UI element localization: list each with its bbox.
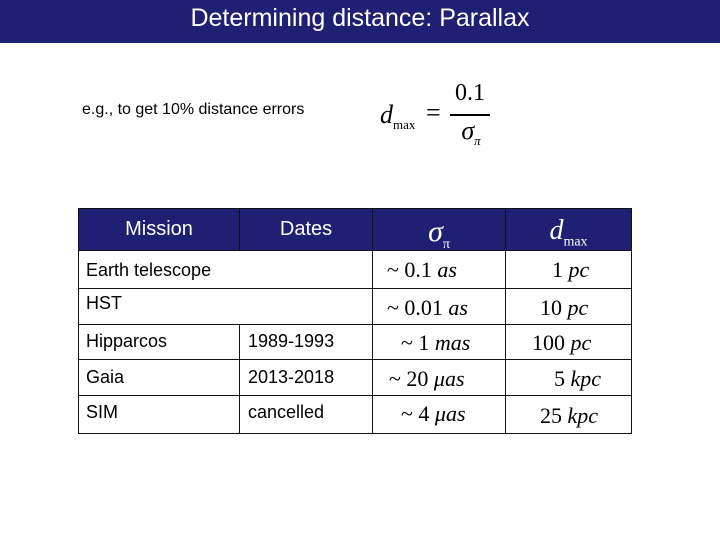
header-sigma: σπ (373, 215, 505, 253)
header-mission-cell: Mission (78, 208, 240, 251)
row4-dmax-cell: 5 kpc (505, 359, 632, 396)
row4-dmax-value: 5 (554, 366, 565, 391)
row3-sigma: ~ 1 mas (401, 330, 470, 356)
row2-dmax-unit: pc (567, 295, 589, 320)
row3-dmax: 100 pc (532, 330, 591, 356)
row5-dmax-value: 25 (540, 403, 562, 428)
note-text: e.g., to get 10% distance errors (82, 101, 305, 118)
row3-sigma-cell: ~ 1 mas (372, 324, 506, 360)
row5-sigma-cell: ~ 4 μas (372, 395, 506, 434)
formula-numerator: 0.1 (455, 80, 485, 106)
row5-dates: cancelled (248, 402, 325, 422)
row4-mission-cell: Gaia (78, 359, 240, 396)
row1-dmax-unit: pc (568, 257, 590, 282)
header-mission: Mission (125, 218, 193, 240)
row2-mission: HST (86, 293, 122, 313)
row3-sigma-unit: mas (434, 330, 471, 355)
header-dates-cell: Dates (239, 208, 373, 251)
header-dmax-cell: dmax (505, 208, 632, 251)
header-dates: Dates (279, 218, 333, 240)
header-dmax: dmax (506, 215, 631, 251)
row5-dates-cell: cancelled (239, 395, 373, 434)
row4-dmax: 5 kpc (554, 366, 601, 392)
row1-sigma: ~ 0.1 as (387, 257, 457, 283)
formula-denominator: σπ (450, 116, 492, 149)
row4-dates: 2013-2018 (248, 367, 335, 387)
slide-title: Determining distance: Parallax (190, 4, 530, 32)
title-bar (0, 0, 720, 43)
row4-sigma-cell: ~ 20 μas (372, 359, 506, 396)
row1-label-cell: Earth telescope (78, 250, 373, 289)
row1-dmax: 1 pc (552, 257, 589, 283)
formula-denominator-symbol: σ (461, 116, 475, 145)
header-dmax-symbol: d (549, 215, 564, 246)
row4-sigma-value: ~ 20 (389, 366, 429, 391)
header-sigma-cell: σπ (372, 208, 506, 253)
row2-sigma: ~ 0.01 as (387, 295, 468, 321)
row2-sigma-unit: as (448, 295, 468, 320)
header-sigma-subscript: π (442, 237, 450, 252)
formula-fraction-bar (450, 114, 490, 116)
row3-dmax-cell: 100 pc (505, 324, 632, 360)
row4-mission: Gaia (86, 367, 125, 387)
row2-dmax-value: 10 (540, 295, 562, 320)
row5-dmax-unit: kpc (567, 403, 599, 428)
row4-sigma-unit: μas (433, 366, 465, 391)
row5-mission: SIM (86, 402, 119, 422)
row2-dmax: 10 pc (540, 295, 588, 321)
row1-sigma-cell: ~ 0.1 as (372, 250, 506, 289)
header-dmax-subscript: max (563, 234, 588, 250)
formula-lhs-subscript: max (393, 117, 416, 133)
missions-table: Mission Dates σπ dmax Earth telescope ~ … (78, 208, 632, 434)
row5-dmax: 25 kpc (540, 403, 598, 429)
row5-mission-cell: SIM (78, 395, 240, 434)
row5-dmax-cell: 25 kpc (505, 395, 632, 434)
row2-dmax-cell: 10 pc (505, 288, 632, 325)
row4-sigma: ~ 20 μas (389, 366, 465, 392)
row5-sigma-unit: μas (434, 401, 466, 426)
row4-dates-cell: 2013-2018 (239, 359, 373, 396)
formula-lhs: dmax (380, 100, 415, 133)
row1-mission: Earth telescope (86, 260, 212, 280)
row2-sigma-value: ~ 0.01 (387, 295, 443, 320)
row1-sigma-unit: as (437, 257, 457, 282)
row3-dates: 1989-1993 (248, 331, 335, 351)
row3-sigma-value: ~ 1 (401, 330, 430, 355)
header-sigma-symbol: σ (428, 215, 443, 248)
formula-denominator-subscript: π (474, 133, 481, 149)
row5-sigma: ~ 4 μas (401, 401, 466, 427)
row2-sigma-cell: ~ 0.01 as (372, 288, 506, 325)
row3-dates-cell: 1989-1993 (239, 324, 373, 360)
row3-dmax-unit: pc (570, 330, 592, 355)
formula-equals: = (426, 98, 441, 127)
row3-mission-cell: Hipparcos (78, 324, 240, 360)
row4-dmax-unit: kpc (570, 366, 602, 391)
row1-dmax-cell: 1 pc (505, 250, 632, 289)
row3-mission: Hipparcos (86, 331, 168, 351)
row1-sigma-value: ~ 0.1 (387, 257, 432, 282)
row5-sigma-value: ~ 4 (401, 401, 430, 426)
formula-lhs-symbol: d (380, 100, 393, 129)
row1-dmax-value: 1 (552, 257, 563, 282)
row3-dmax-value: 100 (532, 330, 565, 355)
row2-label-cell: HST (78, 288, 373, 325)
dmax-formula: dmax = 0.1 σπ (380, 80, 490, 150)
